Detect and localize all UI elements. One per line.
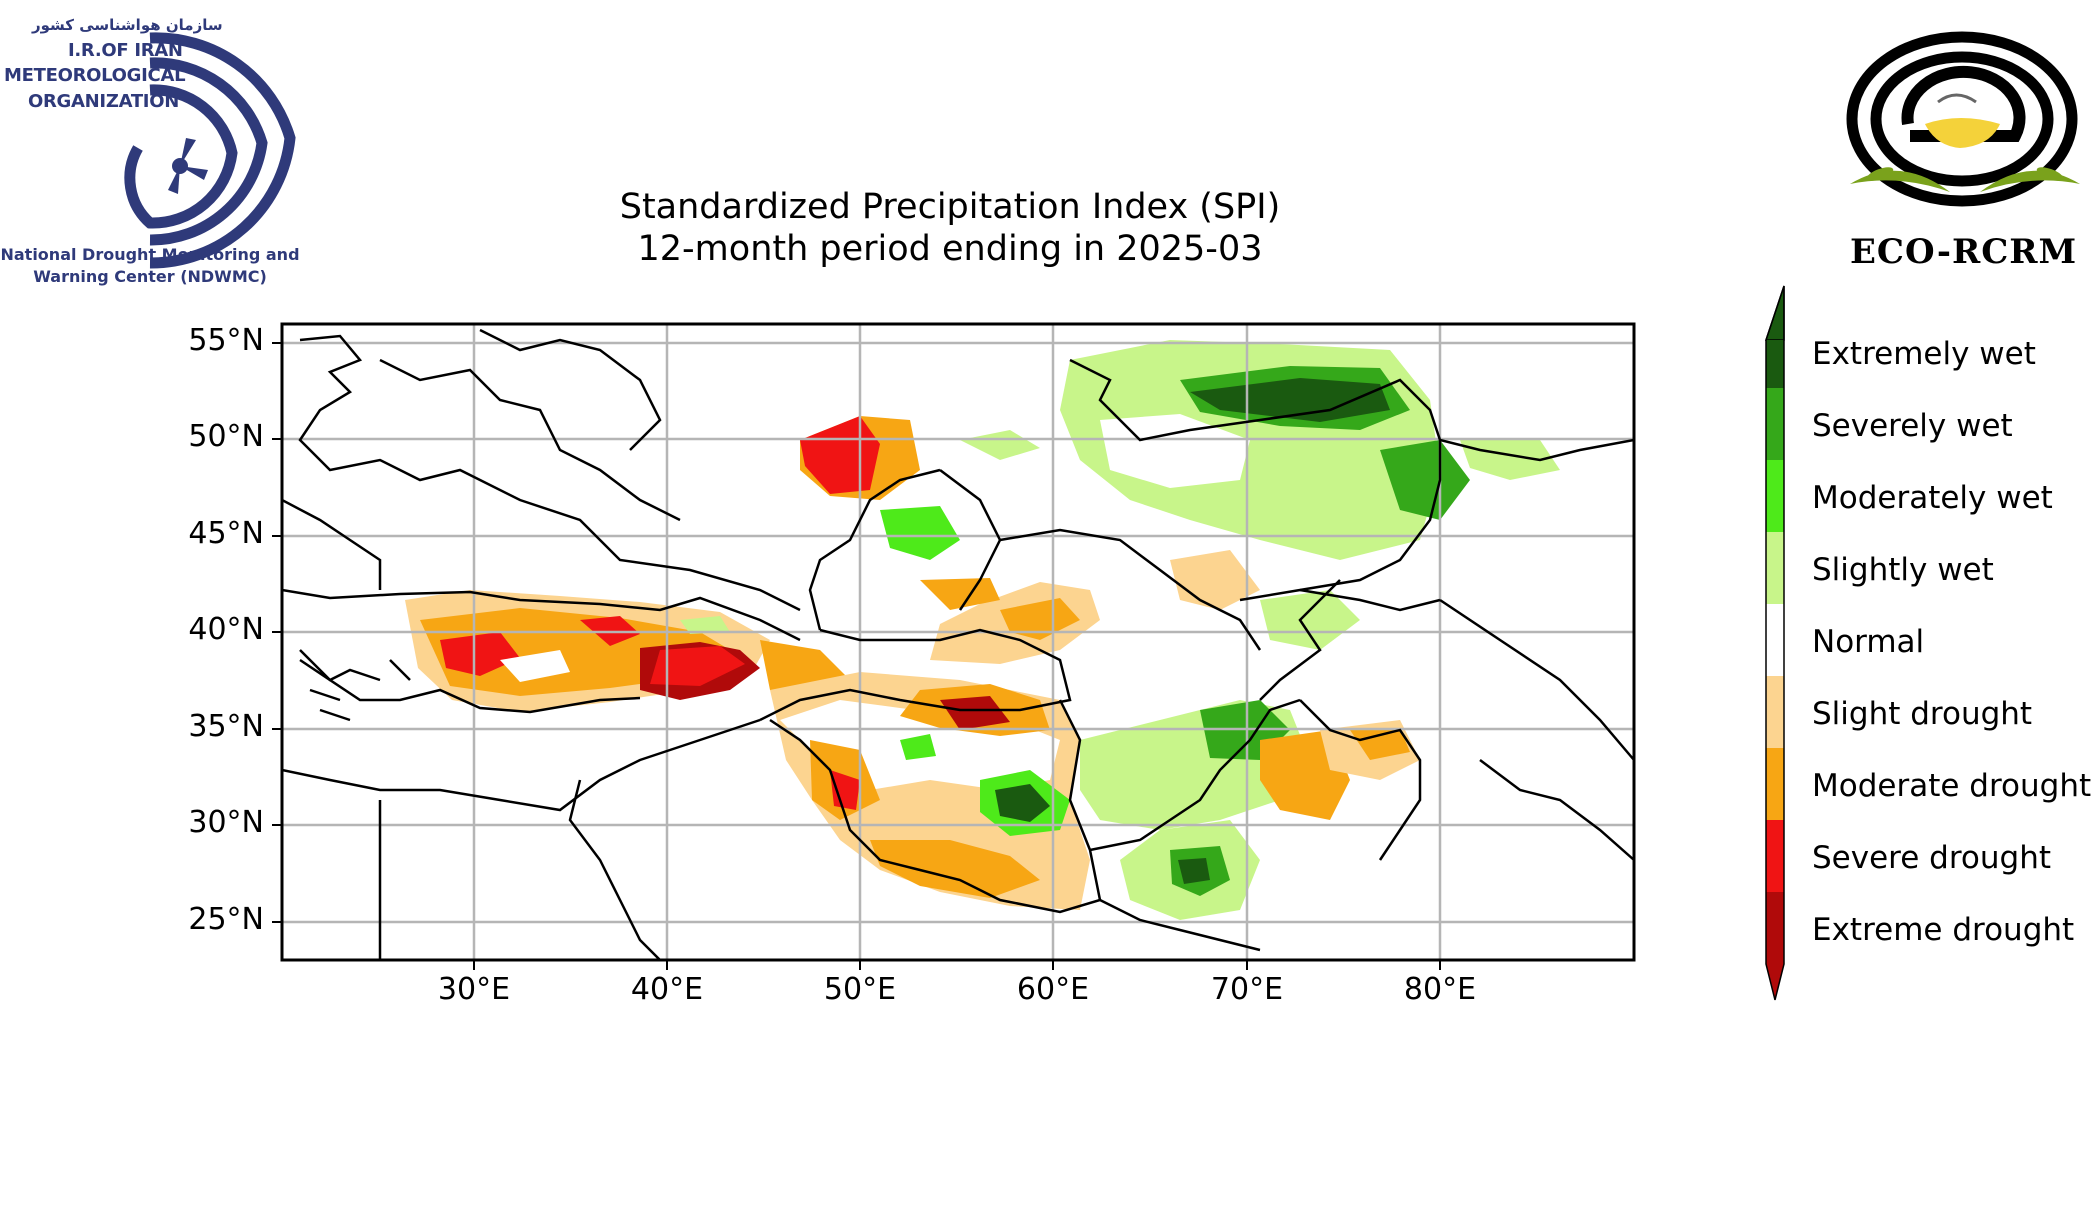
legend-label-extreme-drought: Extreme drought	[1812, 912, 2075, 948]
lat-label-35: 35°N	[188, 709, 264, 744]
axis-ticks	[272, 342, 1441, 970]
map-title: Standardized Precipitation Index (SPI) 1…	[560, 186, 1340, 270]
imo-name-line-1: I.R.OF IRAN	[68, 40, 183, 61]
legend-label-severe-drought: Severe drought	[1812, 840, 2051, 876]
map-title-line-2: 12-month period ending in 2025-03	[637, 229, 1263, 269]
imo-name-line-2: METEOROLOGICAL	[4, 65, 186, 86]
legend-label-normal: Normal	[1812, 624, 1925, 660]
colorbar-normal	[1766, 604, 1784, 676]
colorbar-moderately-wet	[1766, 460, 1784, 532]
lat-label-25: 25°N	[188, 902, 264, 937]
ndwmc-caption: National Drought Monitoring and Warning …	[0, 244, 300, 288]
lat-label-40: 40°N	[188, 612, 264, 647]
legend-label-moderate-drought: Moderate drought	[1812, 768, 2092, 804]
ndwmc-caption-line-1: National Drought Monitoring and	[0, 245, 300, 264]
legend-label-severely-wet: Severely wet	[1812, 408, 2013, 444]
lat-label-55: 55°N	[188, 323, 264, 358]
colorbar-extremely-wet	[1766, 340, 1784, 388]
colorbar-severely-wet	[1766, 388, 1784, 460]
imo-persian-name: سازمان هواشناسی کشور	[32, 16, 223, 34]
spi-field	[405, 340, 1560, 920]
map-title-line-1: Standardized Precipitation Index (SPI)	[619, 187, 1281, 227]
colorbar-bottom-extend	[1766, 964, 1784, 1000]
imo-logo: سازمان هواشناسی کشور I.R.OF IRAN METEORO…	[0, 8, 300, 288]
lon-label-50: 50°E	[823, 972, 897, 1007]
imo-spiral-emblem	[124, 32, 296, 269]
imo-name-line-3: ORGANIZATION	[28, 91, 179, 112]
lat-label-50: 50°N	[188, 419, 264, 454]
map-frame	[280, 322, 1636, 962]
colorbar-extreme-drought	[1766, 892, 1784, 964]
colorbar-severe-drought	[1766, 820, 1784, 892]
lon-label-80: 80°E	[1403, 972, 1477, 1007]
grain-icon	[1925, 118, 2000, 148]
lon-label-40: 40°E	[630, 972, 704, 1007]
eco-rcrm-logo	[1846, 31, 2080, 207]
legend-label-moderately-wet: Moderately wet	[1812, 480, 2053, 516]
legend-label-extremely-wet: Extremely wet	[1812, 336, 2036, 372]
eco-rcrm-label: ECO-RCRM	[1850, 232, 2078, 272]
ndwmc-caption-line-2: Warning Center (NDWMC)	[33, 267, 267, 286]
legend-colorbar	[1764, 285, 1785, 1001]
country-borders	[282, 328, 1634, 960]
map-graticule	[282, 324, 1634, 960]
legend-label-slight-drought: Slight drought	[1812, 696, 2033, 732]
lon-label-60: 60°E	[1016, 972, 1090, 1007]
lon-label-30: 30°E	[437, 972, 511, 1007]
colorbar-slightly-wet	[1766, 532, 1784, 604]
colorbar-moderate-drought	[1766, 748, 1784, 820]
lat-label-45: 45°N	[188, 516, 264, 551]
lon-label-70: 70°E	[1210, 972, 1284, 1007]
olive-branch-icon	[1850, 167, 2080, 192]
colorbar-slight-drought	[1766, 676, 1784, 748]
lat-label-30: 30°N	[188, 805, 264, 840]
legend-label-slightly-wet: Slightly wet	[1812, 552, 1994, 588]
